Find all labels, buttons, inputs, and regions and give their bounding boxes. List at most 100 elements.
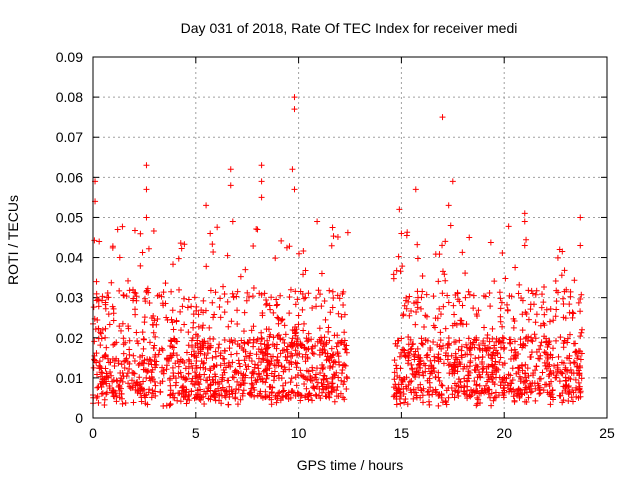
data-point bbox=[436, 251, 443, 258]
data-point bbox=[319, 365, 326, 372]
data-point bbox=[442, 277, 449, 284]
data-point bbox=[102, 305, 109, 312]
data-point bbox=[243, 297, 250, 304]
data-point bbox=[189, 344, 196, 351]
data-point bbox=[118, 327, 125, 334]
data-point bbox=[452, 387, 459, 394]
data-point bbox=[397, 365, 404, 372]
data-point bbox=[325, 324, 332, 331]
data-point bbox=[139, 329, 146, 336]
data-point bbox=[91, 352, 98, 359]
data-point bbox=[487, 239, 494, 246]
data-point bbox=[197, 364, 204, 371]
data-point bbox=[560, 314, 567, 321]
data-point bbox=[488, 390, 495, 397]
data-point bbox=[192, 342, 199, 349]
data-point bbox=[274, 314, 281, 321]
data-point bbox=[204, 340, 211, 347]
data-point bbox=[483, 369, 490, 376]
data-point bbox=[236, 360, 243, 367]
data-point bbox=[510, 393, 517, 400]
data-point bbox=[467, 359, 474, 366]
data-point bbox=[511, 352, 518, 359]
data-point bbox=[181, 359, 188, 366]
data-point bbox=[113, 355, 120, 362]
data-point bbox=[331, 372, 338, 379]
data-point bbox=[326, 287, 333, 294]
data-point bbox=[270, 377, 277, 384]
data-point bbox=[272, 255, 279, 262]
data-point bbox=[228, 318, 235, 325]
data-point bbox=[207, 344, 214, 351]
data-point bbox=[273, 296, 280, 303]
data-point bbox=[408, 307, 415, 314]
data-point bbox=[243, 353, 249, 360]
data-point bbox=[244, 289, 251, 296]
data-point bbox=[313, 365, 320, 372]
data-point bbox=[467, 393, 474, 400]
data-point bbox=[97, 330, 104, 337]
data-point bbox=[473, 382, 480, 389]
data-point bbox=[429, 369, 436, 376]
data-point bbox=[498, 299, 505, 306]
data-point bbox=[283, 244, 290, 251]
data-point bbox=[458, 347, 465, 354]
data-point bbox=[217, 350, 224, 357]
data-point bbox=[163, 314, 170, 321]
data-point bbox=[171, 336, 178, 343]
data-point bbox=[190, 348, 197, 355]
data-point bbox=[226, 383, 233, 390]
data-point bbox=[438, 345, 445, 352]
data-point bbox=[302, 294, 309, 301]
data-point bbox=[289, 335, 296, 342]
data-point bbox=[309, 364, 316, 371]
data-point bbox=[97, 363, 104, 370]
data-point bbox=[533, 287, 540, 294]
data-point bbox=[107, 369, 114, 375]
data-point bbox=[296, 250, 303, 257]
data-point bbox=[519, 390, 526, 397]
data-point bbox=[474, 394, 481, 401]
data-point bbox=[500, 335, 507, 342]
data-point bbox=[574, 363, 581, 370]
data-point bbox=[567, 293, 574, 300]
data-point bbox=[521, 218, 528, 225]
data-point bbox=[116, 254, 123, 261]
data-point bbox=[104, 355, 111, 362]
data-point bbox=[242, 266, 249, 273]
data-point bbox=[145, 245, 152, 252]
data-point bbox=[319, 366, 326, 373]
data-point bbox=[133, 297, 140, 304]
data-point bbox=[438, 381, 445, 388]
data-point bbox=[212, 397, 219, 404]
data-point bbox=[440, 342, 447, 349]
data-point bbox=[567, 366, 574, 373]
data-point bbox=[310, 383, 317, 390]
data-point bbox=[497, 354, 504, 361]
x-tick-label: 5 bbox=[192, 425, 200, 441]
data-point bbox=[456, 360, 463, 367]
data-point bbox=[268, 294, 275, 301]
data-point bbox=[550, 345, 557, 352]
data-point bbox=[329, 224, 336, 231]
data-point bbox=[483, 382, 490, 389]
data-point bbox=[556, 378, 563, 385]
data-point bbox=[404, 401, 411, 408]
data-point bbox=[90, 364, 97, 371]
data-point bbox=[130, 352, 137, 359]
data-point bbox=[235, 370, 242, 377]
data-point bbox=[436, 377, 443, 384]
data-point bbox=[218, 392, 225, 399]
data-point bbox=[116, 287, 123, 294]
data-point bbox=[546, 371, 553, 378]
data-point bbox=[197, 376, 204, 383]
data-point bbox=[177, 308, 184, 315]
data-point bbox=[193, 331, 200, 338]
data-point bbox=[297, 397, 304, 404]
data-point bbox=[232, 390, 239, 397]
data-point bbox=[116, 384, 123, 391]
data-point bbox=[254, 226, 261, 233]
data-point bbox=[521, 242, 528, 249]
data-point bbox=[212, 289, 219, 296]
data-point bbox=[249, 381, 256, 388]
